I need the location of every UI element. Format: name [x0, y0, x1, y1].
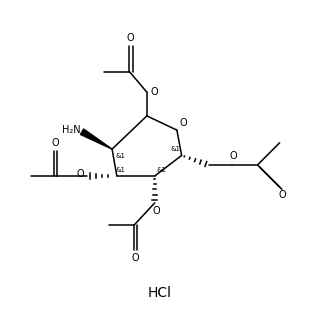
Text: O: O: [229, 151, 237, 161]
Text: O: O: [77, 169, 84, 179]
Text: O: O: [278, 190, 286, 200]
Text: H₂N: H₂N: [62, 125, 80, 135]
Text: &1: &1: [115, 167, 125, 173]
Text: O: O: [179, 118, 187, 128]
Text: O: O: [152, 206, 160, 216]
Text: O: O: [127, 33, 134, 43]
Text: &1: &1: [171, 146, 181, 152]
Text: &1: &1: [115, 153, 125, 159]
Text: O: O: [131, 253, 139, 263]
Text: O: O: [150, 87, 158, 97]
Text: &1: &1: [156, 167, 166, 173]
Text: O: O: [51, 138, 59, 148]
Text: HCl: HCl: [147, 286, 172, 300]
Polygon shape: [80, 129, 112, 149]
